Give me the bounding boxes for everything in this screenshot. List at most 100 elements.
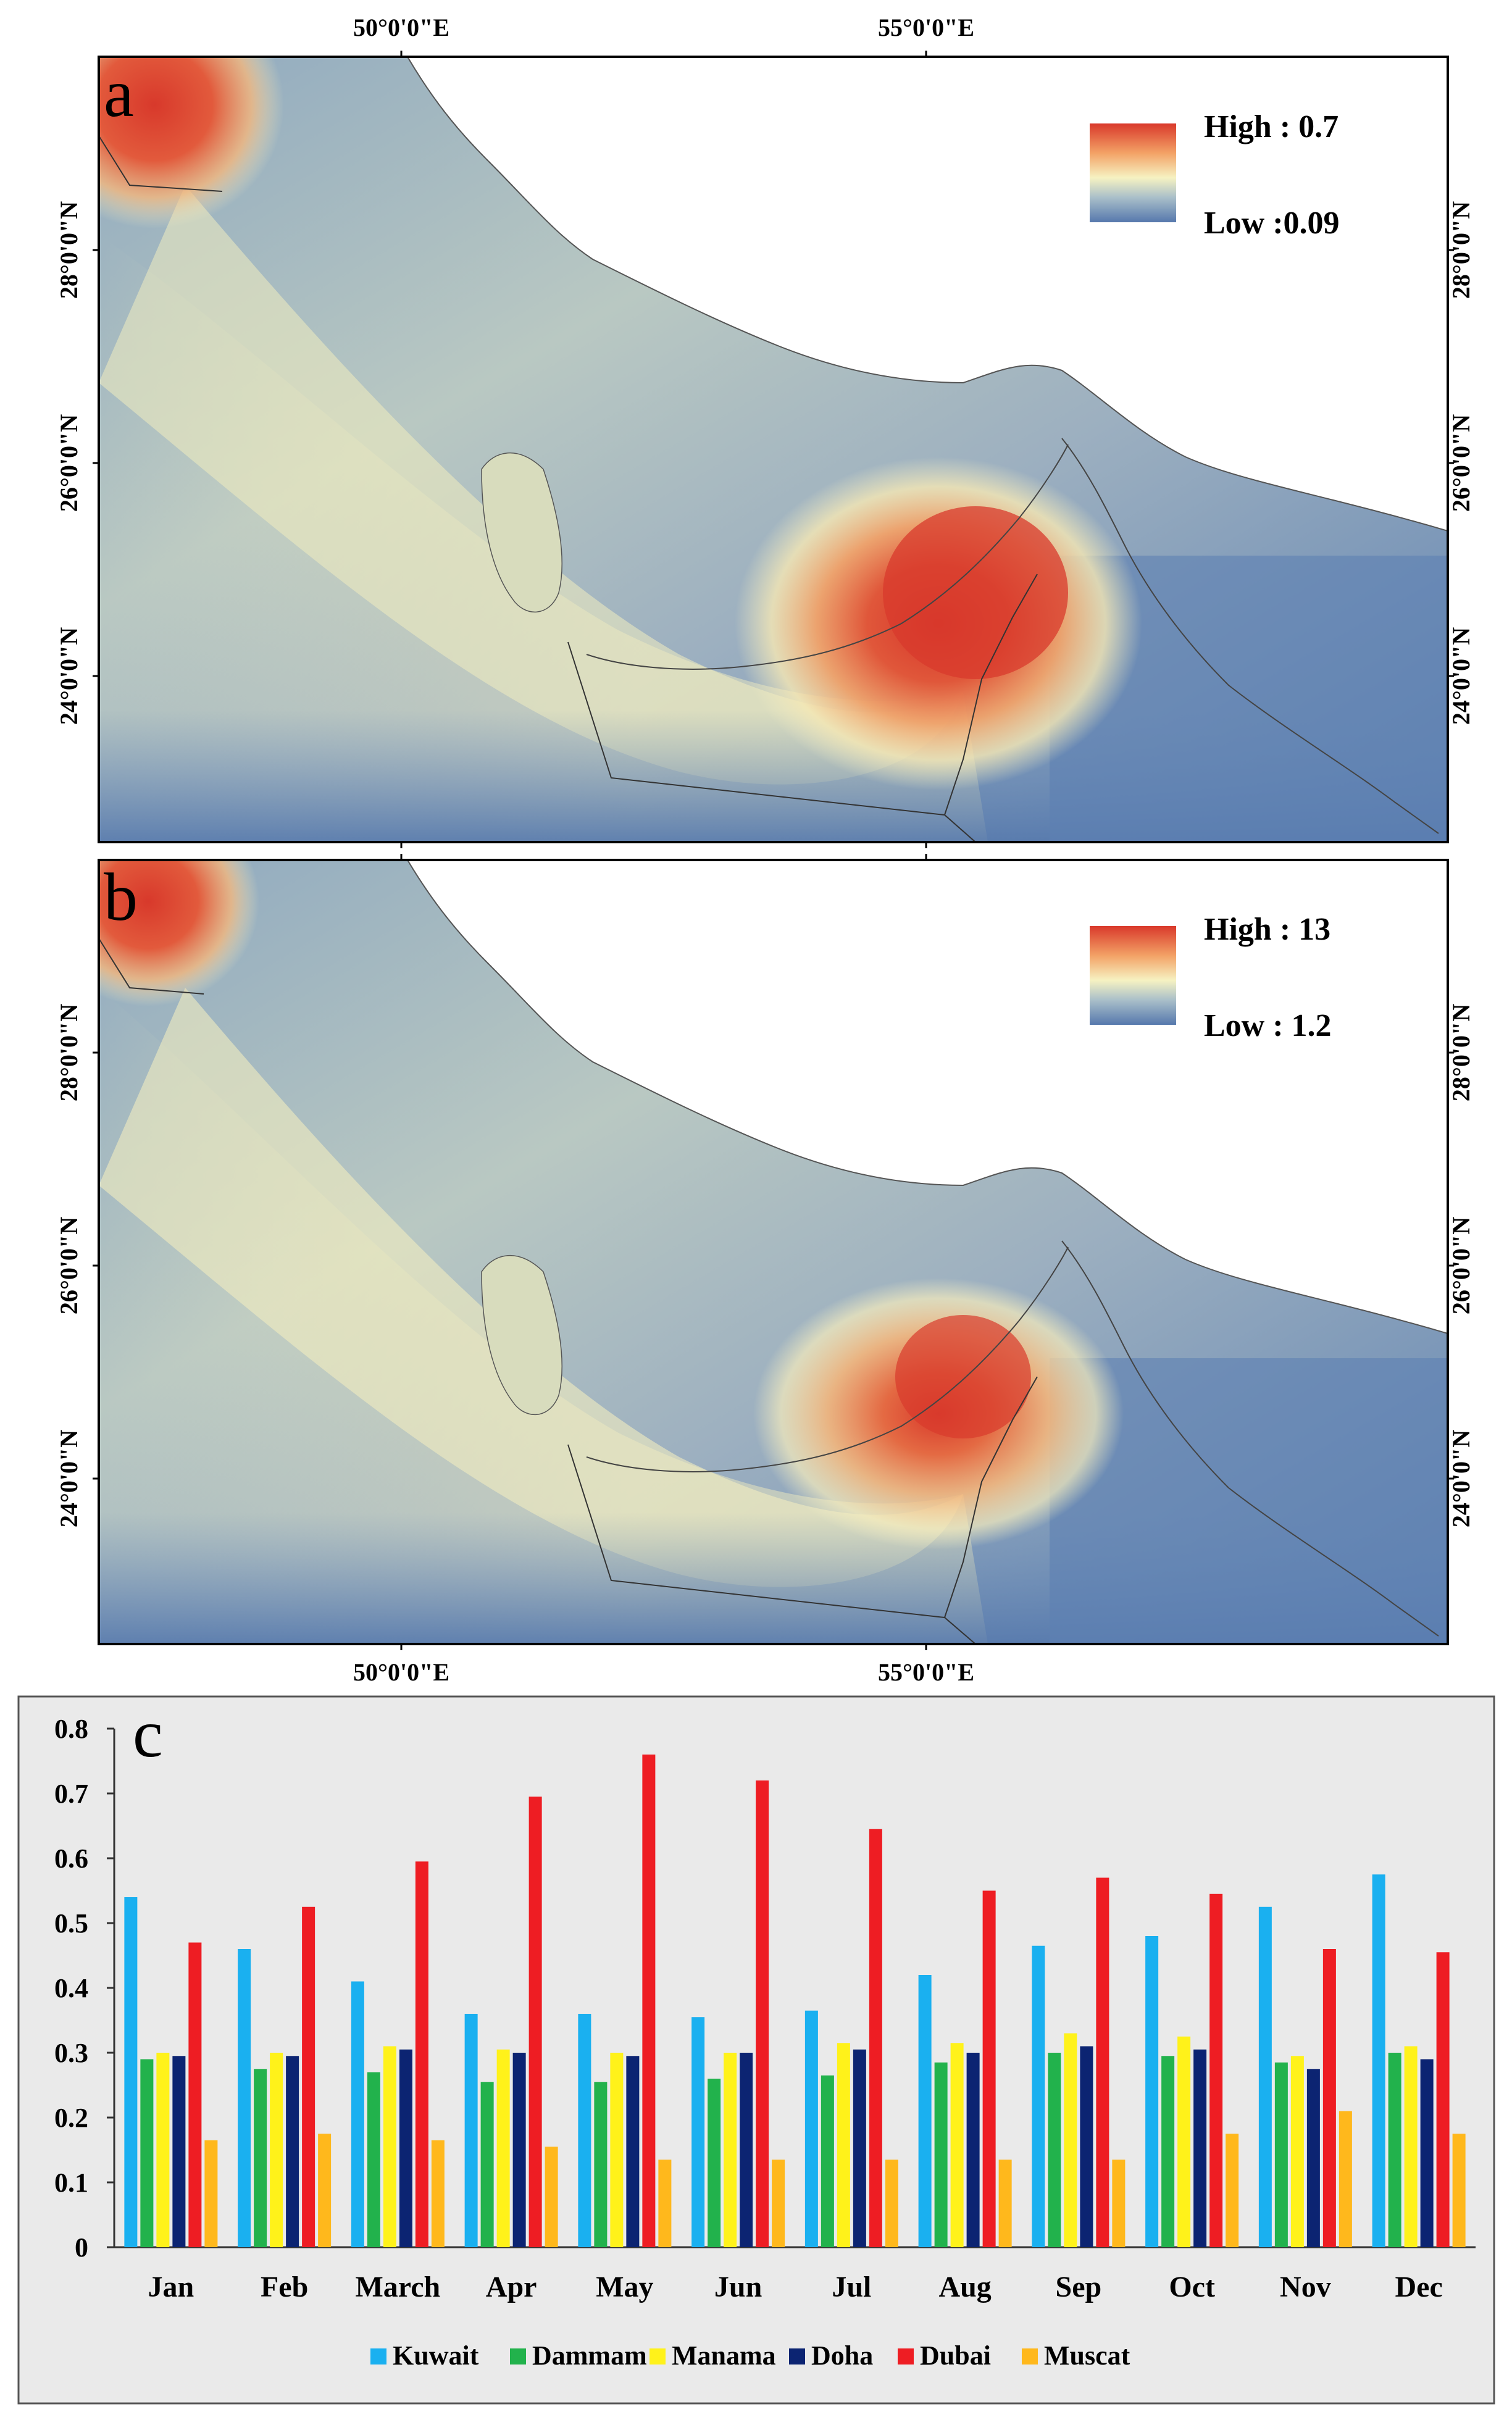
chart-x-tick-labels: Jan Feb March Apr May Jun Jul Aug Sep Oct Nov Dec [148,2271,1443,2303]
x-tick-label: Sep [1056,2271,1102,2303]
bar-muscat-march [431,2140,445,2247]
legend-label-dubai: Dubai [920,2340,991,2371]
x-tick-label: Dec [1395,2271,1442,2303]
x-tick-label: Feb [261,2271,308,2303]
legend-swatch-dammam [510,2348,526,2364]
bar-doha-dec [1420,2059,1434,2247]
y-tick-label: 0.1 [54,2168,88,2198]
x-tick-label: Jun [714,2271,762,2303]
x-tick-label: Oct [1169,2271,1215,2303]
lon-tick-50-top-a: 50°0'0"E [353,14,449,41]
bar-dubai-dec [1436,1952,1450,2247]
bar-muscat-aug [998,2160,1012,2247]
bar-kuwait-dec [1372,1874,1385,2247]
legend-high-a: High : 0.7 [1204,109,1339,144]
y-tick-label: 0.6 [54,1843,88,1874]
legend-label-manama: Manama [672,2340,776,2371]
chart-legend: Kuwait Dammam Manama Doha Dubai Muscat [370,2340,1130,2371]
bar-muscat-may [658,2160,672,2247]
panel-a-label: a [104,56,134,131]
lat-tick-24-left-a: 24°0'0"N [55,627,83,725]
bar-kuwait-march [351,1981,364,2247]
bar-manama-apr [496,2049,510,2247]
bar-muscat-jan [204,2140,218,2247]
x-tick-label: Jan [148,2271,194,2303]
lat-tick-26-left-a: 26°0'0"N [55,414,83,512]
bar-kuwait-feb [238,1949,251,2247]
bar-doha-may [626,2056,640,2247]
bar-muscat-sep [1112,2160,1126,2247]
legend-label-dammam: Dammam [532,2340,647,2371]
bar-manama-jul [837,2043,850,2247]
bar-kuwait-may [578,2014,591,2247]
legend-swatch-muscat [1022,2348,1038,2364]
y-tick-label: 0.5 [54,1908,88,1939]
x-tick-label: March [356,2271,441,2303]
legend-swatch-doha [789,2348,805,2364]
bar-dammam-jul [821,2075,834,2247]
bar-manama-nov [1290,2056,1304,2247]
bar-dammam-jan [140,2059,154,2247]
legend-low-a: Low :0.09 [1204,206,1340,241]
lat-tick-24-left-b: 24°0'0"N [55,1430,83,1527]
bar-muscat-jul [885,2160,898,2247]
lon-tick-55-bottom-b: 55°0'0"E [878,1658,974,1686]
y-tick-label: 0.4 [54,1973,88,2003]
bar-muscat-oct [1226,2134,1239,2247]
bar-muscat-dec [1452,2134,1466,2247]
bar-doha-sep [1080,2046,1093,2247]
bar-doha-jul [853,2049,866,2247]
bar-dubai-apr [528,1797,542,2247]
bar-manama-march [383,2046,396,2247]
bar-kuwait-aug [918,1975,932,2247]
y-tick-label: 0.8 [54,1714,88,1744]
legend-label-kuwait: Kuwait [393,2340,479,2371]
bar-muscat-apr [545,2147,558,2247]
lat-tick-24-right-a: 24°0'0"N [1447,627,1475,725]
bar-doha-march [399,2049,412,2247]
bar-doha-nov [1306,2069,1320,2247]
lat-tick-28-left-a: 28°0'0"N [55,201,83,299]
y-tick-label: 0.2 [54,2103,88,2133]
bar-manama-may [610,2053,624,2247]
legend-colorbar-b [1090,926,1176,1025]
y-tick-label: 0.7 [54,1779,88,1809]
legend-label-doha: Doha [811,2340,873,2371]
x-tick-label: Jul [832,2271,871,2303]
bar-doha-apr [512,2053,526,2247]
lon-tick-50-bottom-b: 50°0'0"E [353,1658,449,1686]
bar-kuwait-jun [691,2017,705,2247]
bar-muscat-feb [318,2134,332,2247]
bar-kuwait-jul [804,2010,818,2247]
bar-manama-aug [950,2043,964,2247]
map-panel-a: a 50°0'0"E 55°0'0"E 28°0'0"N 26°0'0"N 24… [55,14,1475,848]
bar-dammam-aug [934,2062,948,2247]
x-tick-label: Aug [938,2271,991,2303]
bar-dammam-feb [254,2069,267,2247]
bar-chart-panel-c: c 0 0.1 0.2 0.3 0.4 0.5 0.6 0.7 0.8 Jan Feb March A… [17,1695,1495,2405]
bar-dammam-apr [480,2082,494,2247]
bar-muscat-nov [1339,2111,1352,2247]
bar-manama-sep [1064,2033,1077,2247]
chart-axes: 0 0.1 0.2 0.3 0.4 0.5 0.6 0.7 0.8 [54,1714,1476,2263]
lat-tick-24-right-b: 24°0'0"N [1447,1430,1475,1527]
bar-kuwait-sep [1032,1945,1045,2247]
bar-dammam-jun [708,2079,721,2247]
y-tick-label: 0 [75,2232,88,2263]
bar-kuwait-nov [1258,1906,1272,2247]
bar-dubai-jan [188,1942,202,2247]
legend-colorbar-a [1090,123,1176,222]
bar-manama-dec [1404,2046,1418,2247]
lat-tick-28-left-b: 28°0'0"N [55,1004,83,1101]
bar-manama-jan [156,2053,170,2247]
bar-doha-oct [1193,2049,1207,2247]
legend-label-muscat: Muscat [1044,2340,1130,2371]
bar-kuwait-oct [1145,1936,1159,2247]
bar-manama-jun [724,2053,737,2247]
bar-doha-feb [286,2056,299,2247]
bar-dubai-oct [1209,1893,1223,2247]
bar-manama-oct [1177,2036,1191,2247]
bar-doha-aug [966,2053,980,2247]
chart-bars [124,1755,1466,2247]
